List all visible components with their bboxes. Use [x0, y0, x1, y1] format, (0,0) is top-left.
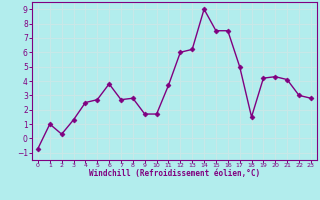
- X-axis label: Windchill (Refroidissement éolien,°C): Windchill (Refroidissement éolien,°C): [89, 169, 260, 178]
